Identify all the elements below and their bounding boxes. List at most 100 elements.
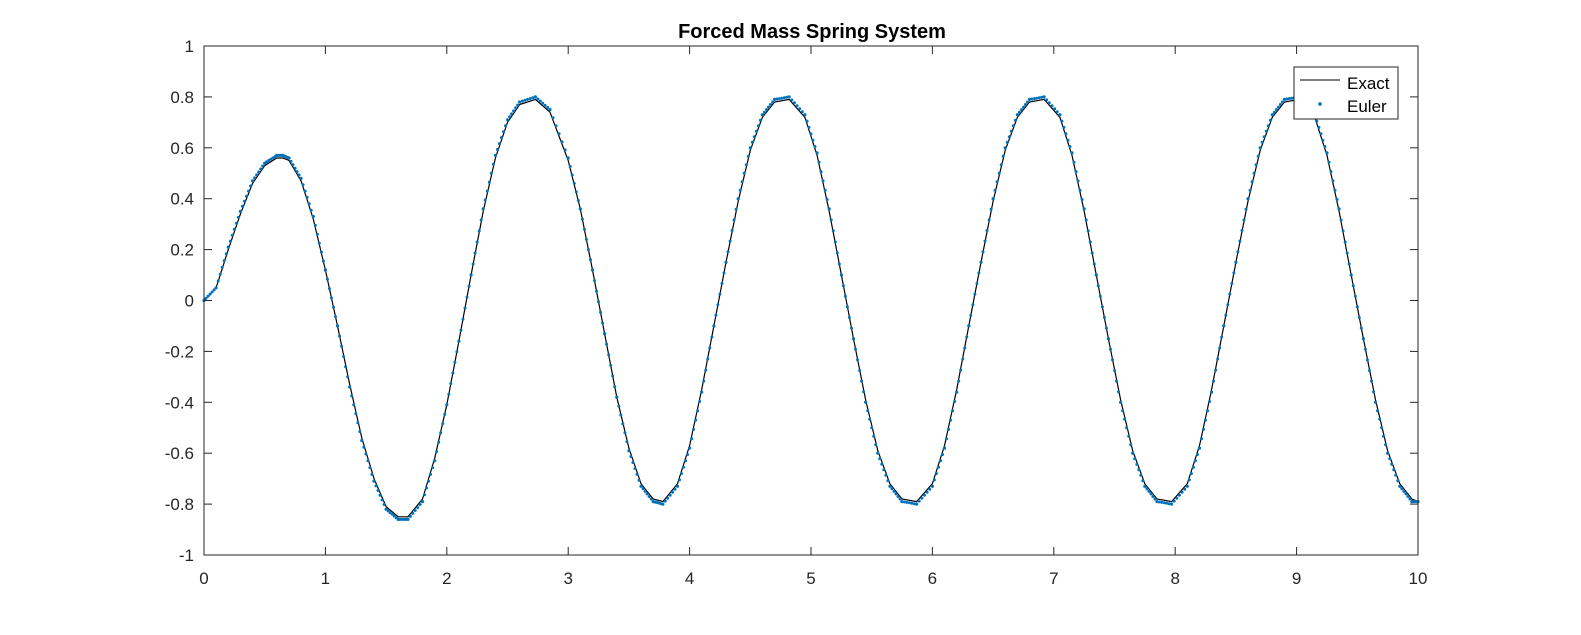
data-point xyxy=(678,478,681,482)
data-point xyxy=(833,240,837,244)
data-point xyxy=(245,194,248,198)
data-point xyxy=(915,502,919,506)
y-tick-label: -0.8 xyxy=(165,495,194,514)
data-point xyxy=(253,176,257,180)
data-point xyxy=(597,300,600,304)
data-point xyxy=(663,499,667,503)
data-point xyxy=(872,434,876,438)
data-point xyxy=(809,132,813,136)
data-point xyxy=(675,484,680,488)
data-point xyxy=(1026,100,1029,104)
data-point xyxy=(1062,125,1066,129)
data-point xyxy=(1406,495,1410,498)
data-point xyxy=(1370,379,1373,383)
data-point xyxy=(502,130,505,134)
data-point xyxy=(752,135,756,139)
data-point xyxy=(1384,443,1388,447)
data-point xyxy=(366,459,370,463)
data-point xyxy=(1208,400,1212,403)
data-point xyxy=(1240,229,1244,232)
data-point xyxy=(949,418,953,422)
data-point xyxy=(449,382,453,386)
data-point xyxy=(934,472,938,476)
data-point xyxy=(1357,316,1361,319)
data-point xyxy=(1278,103,1282,106)
data-point xyxy=(1068,145,1072,148)
data-point xyxy=(1351,284,1355,288)
data-point xyxy=(740,180,744,184)
data-point xyxy=(1317,125,1321,129)
data-point xyxy=(232,227,236,231)
data-point xyxy=(578,207,582,211)
data-point xyxy=(907,501,911,505)
data-point xyxy=(437,440,441,444)
data-point xyxy=(431,466,435,470)
data-point xyxy=(754,129,758,133)
data-point xyxy=(1019,108,1023,112)
data-point xyxy=(854,347,857,351)
data-point xyxy=(354,412,358,416)
data-point xyxy=(536,97,540,101)
data-point xyxy=(1058,113,1062,117)
data-point xyxy=(222,259,226,263)
data-point xyxy=(858,369,862,372)
data-point xyxy=(728,239,732,243)
data-point xyxy=(493,153,497,157)
data-point xyxy=(510,112,513,116)
data-point xyxy=(1246,197,1250,201)
data-point xyxy=(746,154,750,158)
data-point xyxy=(817,160,821,164)
data-point xyxy=(1127,434,1131,438)
data-point xyxy=(1398,484,1402,488)
data-point xyxy=(346,375,350,379)
data-point xyxy=(641,487,645,491)
data-point xyxy=(937,465,940,469)
data-point xyxy=(580,217,584,221)
data-point xyxy=(1104,326,1108,330)
data-point xyxy=(1404,492,1408,496)
data-point xyxy=(1078,188,1082,192)
data-point xyxy=(787,95,791,99)
legend: Exact Euler xyxy=(1293,66,1399,120)
data-point xyxy=(576,198,580,202)
data-point xyxy=(942,446,947,450)
data-point xyxy=(240,204,244,208)
data-point xyxy=(999,163,1003,167)
data-point xyxy=(463,306,467,310)
data-point xyxy=(1045,98,1049,102)
data-point xyxy=(425,486,429,490)
data-point xyxy=(1280,100,1284,104)
data-point xyxy=(671,490,675,494)
data-point xyxy=(228,239,232,243)
data-point xyxy=(726,250,730,254)
data-point xyxy=(993,188,997,192)
data-point xyxy=(1167,502,1171,506)
data-point xyxy=(607,353,611,357)
data-point xyxy=(1015,113,1020,117)
data-point xyxy=(560,140,564,144)
data-point xyxy=(805,119,809,123)
data-point xyxy=(362,445,366,449)
data-point xyxy=(941,453,944,456)
legend-box xyxy=(1293,66,1399,120)
y-tick-label: 1 xyxy=(185,37,194,56)
data-point xyxy=(520,99,524,103)
data-point xyxy=(1009,129,1013,133)
data-point xyxy=(1248,188,1252,192)
data-point xyxy=(1137,468,1141,472)
data-point xyxy=(1327,160,1331,164)
data-point xyxy=(1319,132,1323,136)
data-point xyxy=(420,500,425,504)
data-point xyxy=(350,394,354,398)
data-point xyxy=(554,124,558,128)
data-point xyxy=(629,455,633,459)
data-point xyxy=(1400,487,1404,491)
data-point xyxy=(348,385,352,389)
x-tick-label: 2 xyxy=(442,569,451,588)
data-point xyxy=(742,171,746,175)
data-point xyxy=(1165,501,1169,505)
data-point xyxy=(947,427,951,431)
data-point xyxy=(898,497,902,501)
data-point xyxy=(615,395,619,399)
data-point xyxy=(1064,132,1068,136)
